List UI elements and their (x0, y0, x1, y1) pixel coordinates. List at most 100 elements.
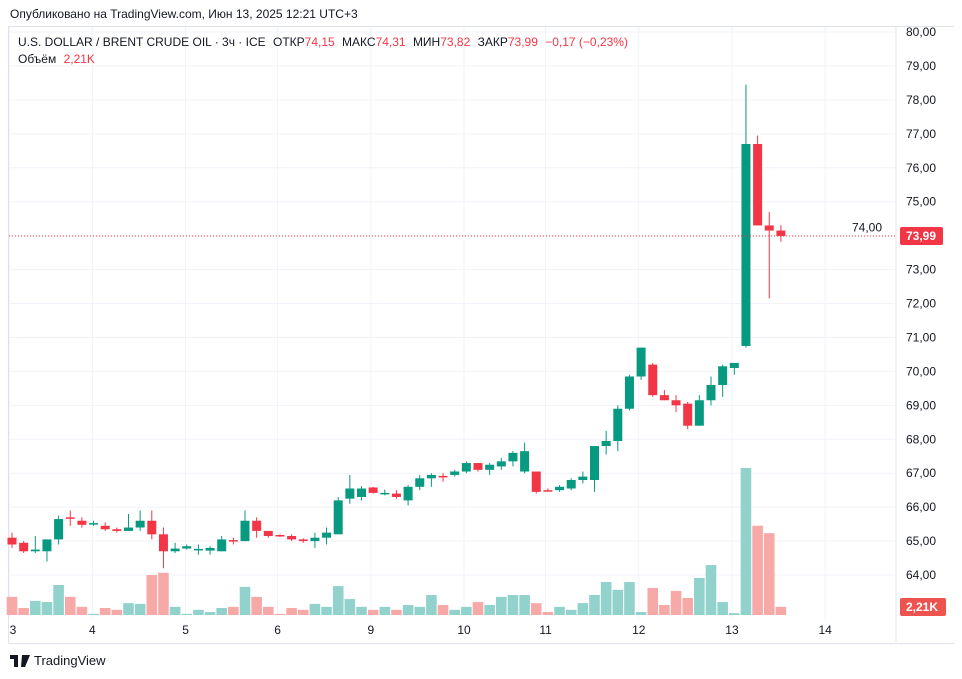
candle-body (566, 480, 576, 489)
candle-body (729, 362, 739, 369)
candle-body (42, 539, 52, 552)
candle-body (496, 461, 506, 467)
candle-body (601, 440, 611, 447)
candle-body (531, 471, 541, 492)
last-price-badge (900, 226, 943, 245)
candle-body (124, 527, 133, 531)
volume-bar (216, 607, 227, 615)
y-tick-label: 80,00 (906, 25, 936, 39)
volume-bar (577, 603, 589, 615)
volume-bar (775, 606, 787, 615)
volume-bar (530, 603, 542, 615)
volume-value: 2,21K (63, 52, 95, 66)
candle-body (228, 540, 238, 542)
candle-body (764, 225, 774, 231)
y-tick-label: 78,00 (906, 93, 936, 107)
volume-bar (635, 612, 647, 615)
volume-bar (146, 575, 158, 615)
close-label: ЗАКР (477, 35, 508, 49)
candle-body (345, 488, 355, 499)
volume-bar (705, 565, 717, 615)
tradingview-logo-icon (10, 654, 30, 667)
candle-body (357, 488, 366, 497)
volume-bar (134, 603, 146, 615)
chart-legend: U.S. DOLLAR / BRENT CRUDE OIL · 3ч · ICE… (18, 34, 628, 68)
volume-bar (297, 609, 309, 615)
volume-bar (729, 613, 740, 615)
candle-body (65, 517, 75, 519)
candle-body (776, 230, 786, 236)
candle-body (193, 548, 203, 551)
candle-body (19, 542, 29, 552)
chart-frame[interactable] (8, 26, 954, 644)
candle-body (741, 144, 751, 346)
volume-bar (111, 609, 123, 615)
candle-body (694, 400, 704, 426)
volume-bar (344, 599, 356, 615)
candle-body (753, 144, 763, 226)
candle-body (30, 549, 40, 552)
x-tick-label: 9 (367, 623, 374, 637)
x-tick-label: 6 (274, 623, 281, 637)
volume-bar (600, 582, 612, 615)
volume-bar (554, 606, 565, 615)
x-tick-label: 4 (89, 623, 96, 637)
candle-body (380, 492, 390, 495)
last-volume-label: 2,21K (906, 600, 938, 614)
candle-body (310, 537, 320, 542)
y-tick-label: 77,00 (906, 127, 936, 141)
candle-body (89, 523, 99, 525)
y-tick-label: 73,00 (906, 263, 936, 277)
candle-body (182, 546, 192, 549)
volume-bar (484, 605, 495, 615)
x-tick-label: 3 (10, 623, 17, 637)
volume-bar (332, 586, 344, 615)
volume-bar (449, 609, 460, 615)
volume-bar (239, 586, 251, 615)
y-tick-label: 67,00 (906, 466, 936, 480)
x-tick-label: 10 (457, 623, 471, 637)
x-tick-label: 12 (632, 623, 646, 637)
volume-bar (379, 606, 391, 615)
open-value: 74,15 (304, 35, 335, 49)
volume-bar (659, 605, 670, 615)
candle-body (77, 520, 87, 525)
candle-body (112, 529, 122, 531)
y-tick-label: 79,00 (906, 59, 936, 73)
candle-body (54, 519, 64, 540)
candle-body (671, 400, 681, 406)
volume-bar (99, 607, 111, 615)
change-value: −0,17 (−0,23%) (545, 35, 628, 49)
y-tick-label: 72,00 (906, 297, 936, 311)
volume-bar (752, 525, 763, 615)
candle-body (287, 536, 297, 540)
y-tick-label: 64,00 (906, 568, 936, 582)
candle-body (100, 525, 110, 530)
volume-bar (647, 587, 659, 615)
open-label: ОТКР (272, 35, 305, 49)
candle-body (613, 408, 623, 441)
low-label: МИН (412, 35, 441, 49)
candle-body (158, 534, 168, 552)
high-label: МАКС (342, 35, 376, 49)
volume-bar (624, 582, 635, 615)
volume-bar (367, 609, 379, 615)
tradingview-logo[interactable]: TradingView (10, 653, 106, 668)
volume-bar (507, 595, 519, 615)
volume-bar (204, 612, 216, 615)
y-tick-label: 68,00 (906, 432, 936, 446)
symbol-title[interactable]: U.S. DOLLAR / BRENT CRUDE OIL · 3ч · ICE (18, 35, 266, 49)
volume-bar (88, 613, 99, 615)
candle-body (368, 487, 378, 493)
candle-body (391, 493, 401, 497)
volume-bar (356, 606, 367, 615)
volume-bar (263, 606, 274, 615)
x-tick-label: 13 (725, 623, 739, 637)
volume-bar (251, 596, 262, 615)
candle-body (240, 520, 250, 542)
volume-bar (18, 607, 29, 615)
volume-bar (76, 606, 88, 615)
volume-bar (542, 612, 554, 615)
candle-body (298, 539, 308, 542)
